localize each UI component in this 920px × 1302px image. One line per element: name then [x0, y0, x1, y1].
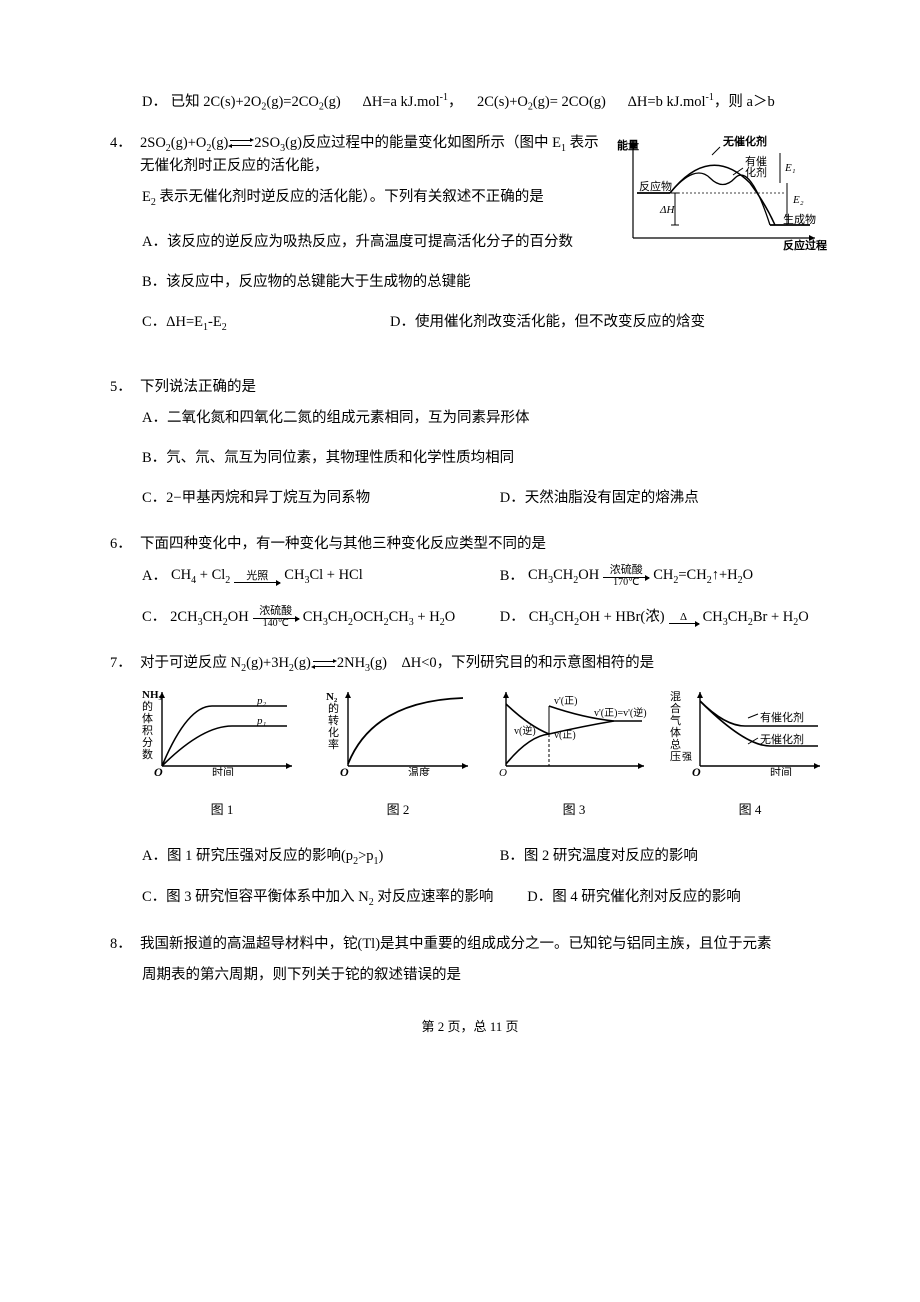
svg-text:率: 率	[328, 737, 339, 751]
svg-text:E₁: E₁	[784, 162, 796, 174]
svg-text:v(逆): v(逆)	[514, 724, 536, 737]
svg-text:体: 体	[670, 725, 681, 739]
svg-text:混: 混	[670, 690, 681, 703]
svg-text:温度: 温度	[408, 765, 430, 776]
svg-text:时间: 时间	[770, 766, 792, 776]
svg-text:O: O	[692, 765, 701, 776]
q7-fig-labels: 图 1 图 2 图 3 图 4	[110, 800, 830, 820]
q7-option-b: B．图 2 研究温度对反应的影响	[500, 846, 830, 869]
q7-option-c: C．图 3 研究恒容平衡体系中加入 N2 对反应速率的影响	[142, 887, 514, 910]
svg-text:体: 体	[142, 711, 153, 725]
svg-text:积: 积	[142, 724, 153, 737]
svg-text:化: 化	[328, 725, 339, 739]
q5-option-c: C．2−甲基丙烷和异丁烷互为同系物	[142, 488, 472, 510]
svg-text:转: 转	[328, 713, 339, 727]
q7-option-a: A．图 1 研究压强对反应的影响(p2>p1)	[142, 846, 472, 869]
svg-text:O: O	[499, 767, 507, 776]
svg-text:NH₃: NH₃	[142, 689, 163, 701]
q7-option-d: D．图 4 研究催化剂对反应的影响	[527, 887, 830, 910]
svg-text:能量: 能量	[617, 138, 639, 152]
svg-text:数: 数	[142, 748, 153, 761]
page-footer: 第 2 页，总 11 页	[110, 1017, 830, 1037]
svg-text:反应物: 反应物	[639, 179, 672, 193]
q4-stem: 4． 2SO2(g)+O2(g)2SO3(g)反应过程中的能量变化如图所示（图中…	[110, 133, 609, 178]
q7-charts: p₂ p₁ NH₃ 的 体 积 分 数 O 时间 N₂ 的 转 化 率 O 温度	[110, 686, 830, 776]
question-6: 6．下面四种变化中，有一种变化与其他三种变化反应类型不同的是 A． CH4 + …	[110, 534, 830, 630]
svg-text:化剂: 化剂	[745, 165, 767, 179]
label: D．	[142, 94, 167, 110]
svg-text:p₂: p₂	[256, 695, 267, 707]
svg-text:v(正): v(正)	[554, 730, 576, 741]
q4-option-d: D．使用催化剂改变活化能，但不改变反应的焓变	[390, 312, 705, 335]
prev-option-d: D． 已知 2C(s)+2O2(g)=2CO2(g) ΔH=a kJ.mol-1…	[110, 90, 830, 115]
svg-text:有催化剂: 有催化剂	[760, 710, 804, 724]
svg-text:合: 合	[670, 701, 681, 715]
q7-fig2: N₂ 的 转 化 率 O 温度	[318, 686, 478, 776]
q8-line2: 周期表的第六周期，则下列关于铊的叙述错误的是	[110, 965, 830, 987]
q6-option-a: A． CH4 + Cl2 光照 CH3Cl + HCl	[142, 565, 472, 588]
q5-option-b: B．氕、氘、氚互为同位素，其物理性质和化学性质均相同	[110, 448, 830, 470]
svg-text:分: 分	[142, 736, 153, 749]
svg-text:O: O	[154, 765, 163, 776]
q5-option-cd: C．2−甲基丙烷和异丁烷互为同系物 D．天然油脂没有固定的熔沸点	[110, 488, 830, 510]
question-7: 7． 对于可逆反应 N2(g)+3H2(g)2NH3(g) ΔH<0，下列研究目…	[110, 653, 830, 909]
svg-text:生成物: 生成物	[783, 212, 816, 226]
q7-fig3: v'(正) v'(正)=v'(逆) v(正) v(逆) O	[494, 686, 654, 776]
svg-text:时间: 时间	[212, 766, 234, 776]
svg-text:反应过程: 反应过程	[783, 238, 827, 252]
svg-text:v'(正): v'(正)	[554, 696, 577, 707]
q5-option-d: D．天然油脂没有固定的熔沸点	[500, 488, 830, 510]
q7-fig1: p₂ p₁ NH₃ 的 体 积 分 数 O 时间	[142, 686, 302, 776]
svg-text:的: 的	[328, 701, 339, 715]
svg-text:气: 气	[670, 713, 681, 727]
q6-option-c: C． 2CH3CH2OH 浓硫酸140℃ CH3CH2OCH2CH3 + H2O	[142, 606, 472, 629]
svg-text:无催化剂: 无催化剂	[760, 732, 804, 746]
svg-text:无催化剂: 无催化剂	[722, 134, 767, 148]
question-5: 5．下列说法正确的是 A．二氧化氮和四氧化二氮的组成元素相同，互为同素异形体 B…	[110, 377, 830, 510]
energy-diagram: 能量 反应过程 反应物 生成物 无催化剂 有催 化剂 ΔH E₁	[615, 133, 830, 253]
svg-text:E₂: E₂	[792, 194, 804, 206]
q4-option-b: B．该反应中，反应物的总键能大于生成物的总键能	[110, 272, 830, 294]
q6-option-b: B． CH3CH2OH 浓硫酸170℃ CH2=CH2↑+H2O	[500, 565, 830, 588]
q5-option-a: A．二氧化氮和四氧化二氮的组成元素相同，互为同素异形体	[110, 408, 830, 430]
q4-option-c: C．ΔH=E1-E2	[142, 312, 382, 335]
svg-text:压: 压	[670, 750, 681, 763]
question-4: 能量 反应过程 反应物 生成物 无催化剂 有催 化剂 ΔH E₁	[110, 133, 830, 353]
q4-option-cd: C．ΔH=E1-E2 D．使用催化剂改变活化能，但不改变反应的焓变	[110, 312, 830, 335]
svg-text:O: O	[340, 765, 349, 776]
svg-text:p₁: p₁	[256, 715, 267, 727]
q7-fig4: 混 合 气 体 总 压 强 有催化剂 无催化剂 O 时间	[670, 686, 830, 776]
svg-text:v'(正)=v'(逆): v'(正)=v'(逆)	[594, 706, 647, 719]
svg-text:的: 的	[142, 699, 153, 713]
svg-text:总: 总	[670, 737, 681, 751]
svg-text:有催: 有催	[745, 154, 767, 168]
question-8: 8．我国新报道的高温超导材料中，铊(Tl)是其中重要的组成成分之一。已知铊与铝同…	[110, 934, 830, 988]
q6-option-d: D． CH3CH2OH + HBr(浓) Δ CH3CH2Br + H2O	[500, 606, 830, 629]
svg-text:强: 强	[682, 751, 692, 763]
svg-text:N₂: N₂	[326, 691, 338, 703]
svg-text:ΔH: ΔH	[659, 204, 675, 216]
